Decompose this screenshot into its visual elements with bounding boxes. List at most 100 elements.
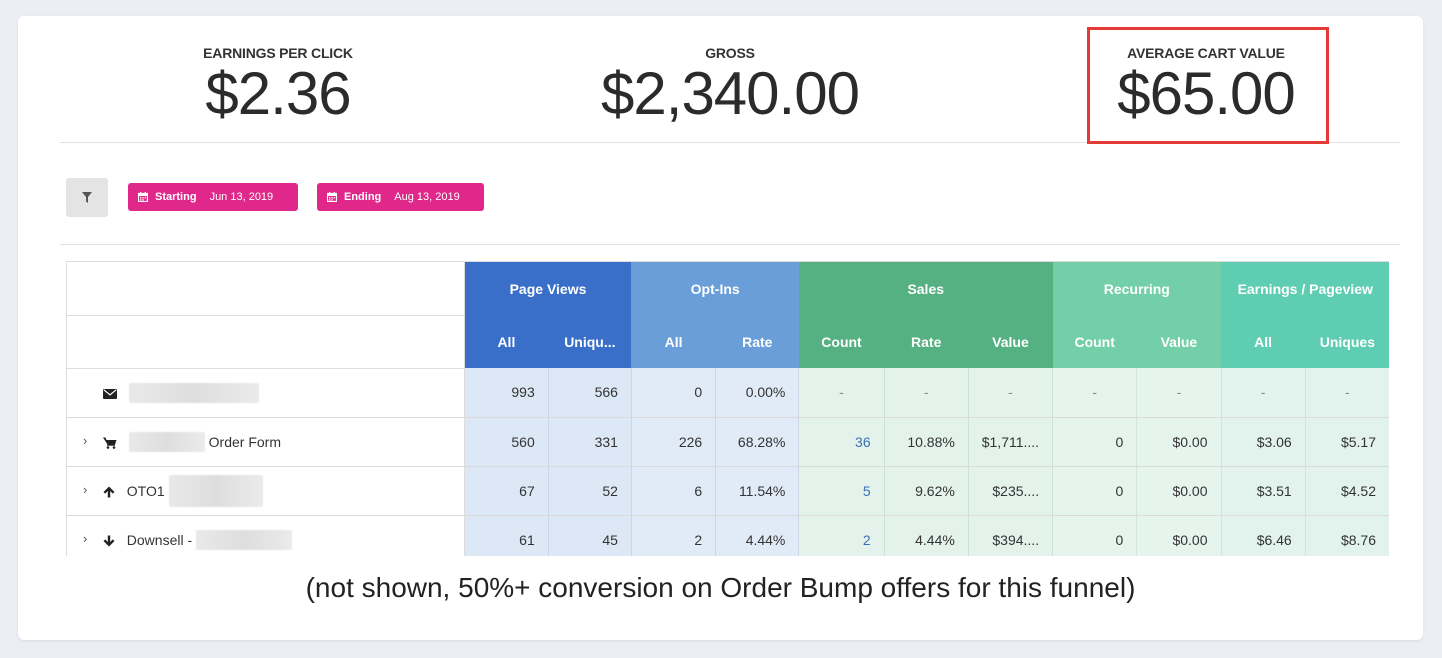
col-header[interactable]: All <box>631 315 716 368</box>
table-cell: 4.44% <box>884 515 969 556</box>
sales-count-link[interactable]: 5 <box>798 466 885 516</box>
table-cell: 4.44% <box>715 515 800 556</box>
metric-value: $2.36 <box>205 60 351 127</box>
table-cell: - <box>968 368 1054 418</box>
redacted-name <box>168 474 263 507</box>
sales-count-link[interactable]: 2 <box>798 515 885 556</box>
arrow-down-icon <box>103 534 115 546</box>
stats-card: EARNINGS PER CLICK $2.36 GROSS $2,340.00… <box>18 16 1423 640</box>
chevron-right-icon[interactable]: › <box>83 482 88 498</box>
table-cell: 993 <box>464 368 549 418</box>
table-cell: $0.00 <box>1136 515 1222 556</box>
group-header-row: Page Views Opt-Ins Sales Recurring Earni… <box>67 262 1389 316</box>
col-header[interactable]: Value <box>1136 315 1222 368</box>
table-cell: 0 <box>1052 417 1138 467</box>
table-cell: 61 <box>464 515 549 556</box>
ending-value: Aug 13, 2019 <box>394 191 460 203</box>
cart-icon <box>102 436 117 449</box>
col-header[interactable]: Rate <box>715 315 799 368</box>
starting-value: Jun 13, 2019 <box>209 191 274 203</box>
step-name-cell[interactable] <box>67 368 465 418</box>
table-cell: 0.00% <box>715 368 800 418</box>
table-cell: 6 <box>631 466 717 516</box>
table-cell: 11.54% <box>715 466 800 516</box>
chevron-right-icon[interactable]: › <box>83 433 88 449</box>
table-cell: - <box>884 368 969 418</box>
table-cell: - <box>798 368 885 418</box>
header-blank <box>67 262 465 316</box>
metrics-row: EARNINGS PER CLICK $2.36 GROSS $2,340.00… <box>60 16 1400 144</box>
table-cell: 68.28% <box>715 417 800 467</box>
ending-label: Ending <box>344 191 382 203</box>
sub-header-row: All Uniqu... All Rate Count Rate Value C… <box>67 315 1389 369</box>
table-cell: 45 <box>548 515 632 556</box>
table-cell: 560 <box>464 417 549 467</box>
table-row: › Downsell - 61 45 2 4.44% 2 4.44% $394.… <box>67 515 1389 556</box>
table-cell: 52 <box>548 466 632 516</box>
col-header[interactable]: Count <box>798 315 885 368</box>
redacted-name <box>128 382 259 403</box>
table-cell: $5.17 <box>1305 417 1389 467</box>
metric-label: AVERAGE CART VALUE <box>1127 45 1285 61</box>
calendar-icon <box>327 192 337 202</box>
table-row: › OTO1 67 52 6 11.54% 5 9.62% $235.... 0… <box>67 466 1389 516</box>
arrow-up-icon <box>103 485 115 497</box>
table-cell: $6.46 <box>1221 515 1306 556</box>
col-header[interactable]: All <box>464 315 549 368</box>
step-name-cell[interactable]: › Downsell - <box>67 515 465 556</box>
step-name-suffix: Order Form <box>208 433 282 450</box>
redacted-name <box>196 529 293 550</box>
starting-date-pill[interactable]: Starting Jun 13, 2019 <box>128 183 298 211</box>
metric-average-cart-value: AVERAGE CART VALUE $65.00 <box>1090 45 1322 125</box>
col-header[interactable]: Rate <box>884 315 969 368</box>
divider <box>60 244 1400 245</box>
group-header-opt-ins: Opt-Ins <box>631 262 799 315</box>
funnel-icon <box>82 192 92 203</box>
table-cell: $0.00 <box>1136 417 1222 467</box>
table-cell: - <box>1305 368 1389 418</box>
col-header[interactable]: Uniques <box>1305 315 1389 368</box>
table-cell: 226 <box>631 417 717 467</box>
highlight-box <box>1087 27 1329 144</box>
table-cell: 0 <box>631 368 717 418</box>
table-row: › Order Form 560 331 226 68.28% 36 10.88… <box>67 417 1389 467</box>
col-header[interactable]: All <box>1221 315 1306 368</box>
table-cell: - <box>1136 368 1222 418</box>
table-cell: $235.... <box>968 466 1054 516</box>
table-cell: $8.76 <box>1305 515 1389 556</box>
step-name-cell[interactable]: › Order Form <box>67 417 465 467</box>
metric-gross: GROSS $2,340.00 <box>560 45 900 125</box>
metric-value: $2,340.00 <box>601 60 860 127</box>
table-cell: - <box>1221 368 1306 418</box>
ending-date-pill[interactable]: Ending Aug 13, 2019 <box>317 183 484 211</box>
table-cell: 566 <box>548 368 632 418</box>
step-name-prefix: OTO1 <box>126 482 165 499</box>
group-header-page-views: Page Views <box>464 262 632 315</box>
filter-button[interactable] <box>66 178 108 217</box>
funnel-stats-table: Page Views Opt-Ins Sales Recurring Earni… <box>66 261 1389 556</box>
table-cell: 0 <box>1052 466 1138 516</box>
metric-value: $65.00 <box>1117 60 1296 127</box>
group-header-earnings-pageview: Earnings / Pageview <box>1221 262 1389 315</box>
table-row: 993 566 0 0.00% - - - - - - - <box>67 368 1389 418</box>
chevron-right-icon[interactable]: › <box>83 531 88 547</box>
col-header[interactable]: Count <box>1052 315 1137 368</box>
col-header[interactable]: Value <box>968 315 1053 368</box>
col-header[interactable]: Uniqu... <box>548 315 632 368</box>
table-cell: $394.... <box>968 515 1054 556</box>
sales-count-link[interactable]: 36 <box>798 417 885 467</box>
table-cell: 10.88% <box>884 417 969 467</box>
table-cell: 2 <box>631 515 717 556</box>
step-name-prefix: Downsell - <box>126 531 193 548</box>
table-cell: $1,711.... <box>968 417 1054 467</box>
metric-earnings-per-click: EARNINGS PER CLICK $2.36 <box>160 45 396 125</box>
table-cell: 9.62% <box>884 466 969 516</box>
table-cell: - <box>1052 368 1138 418</box>
step-name-cell[interactable]: › OTO1 <box>67 466 465 516</box>
starting-label: Starting <box>155 191 197 203</box>
envelope-icon <box>102 387 117 399</box>
calendar-icon <box>138 192 148 202</box>
caption-text: (not shown, 50%+ conversion on Order Bum… <box>305 572 1136 603</box>
table-cell: 0 <box>1052 515 1138 556</box>
redacted-name <box>128 431 205 452</box>
